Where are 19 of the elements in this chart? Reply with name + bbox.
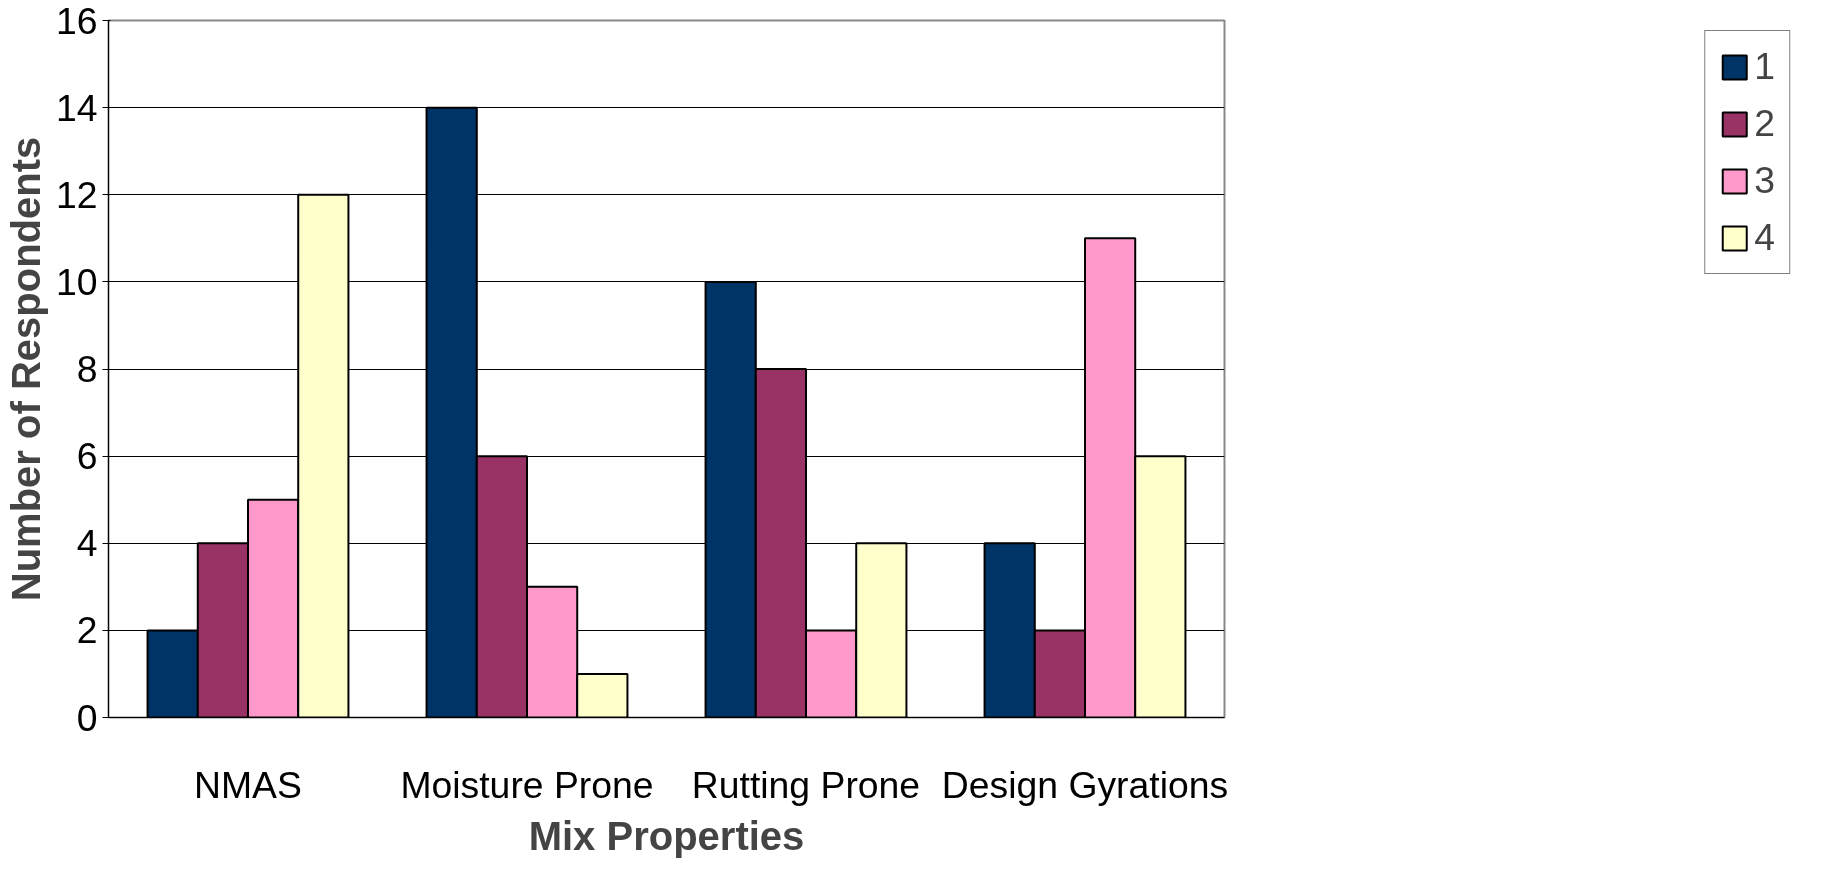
x-axis-title: Mix Properties — [528, 813, 805, 858]
x-tick-label: Rutting Prone — [691, 763, 921, 806]
y-tick-label: 0 — [76, 696, 98, 739]
y-tick-label: 16 — [55, 0, 98, 42]
legend-label: 3 — [1754, 159, 1775, 202]
y-axis-title: Number of Respondents — [3, 136, 48, 602]
x-tick-label: NMAS — [194, 763, 302, 806]
legend-label: 2 — [1754, 102, 1775, 145]
legend-label: 4 — [1754, 216, 1775, 259]
y-tick-label: 12 — [55, 173, 98, 216]
x-tick-label: Moisture Prone — [400, 763, 654, 806]
x-tick-label: Design Gyrations — [941, 763, 1229, 806]
y-tick-label: 10 — [55, 260, 98, 303]
y-tick-label: 4 — [76, 522, 98, 565]
y-tick-label: 2 — [76, 609, 98, 652]
y-tick-label: 6 — [76, 435, 98, 478]
y-tick-label: 8 — [76, 348, 98, 390]
legend-label: 1 — [1754, 45, 1775, 88]
y-tick-label: 14 — [55, 86, 98, 129]
